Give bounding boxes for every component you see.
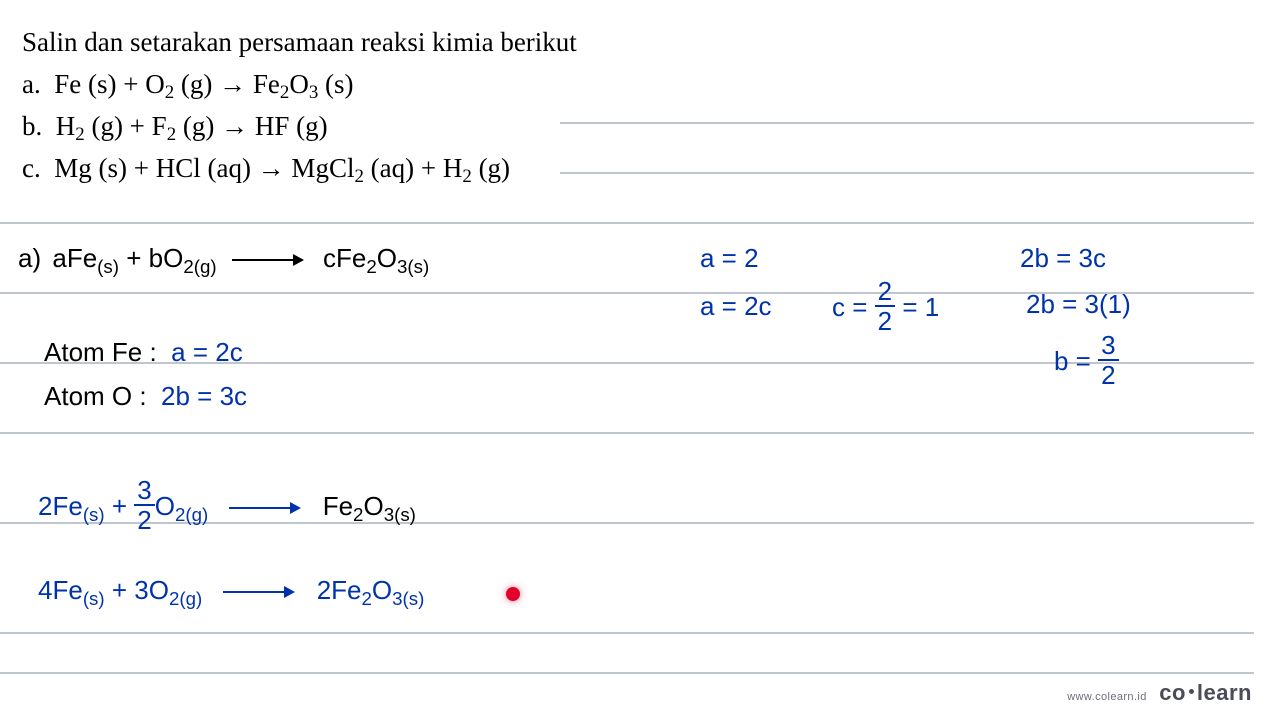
brand-logo: www.colearn.id colearn <box>1067 680 1252 706</box>
brand-url: www.colearn.id <box>1067 691 1147 703</box>
laser-pointer-icon <box>506 587 520 601</box>
balanced-eq-half: 2Fe(s) + 32O2(g) Fe2O3(s) <box>38 480 416 536</box>
atom-fe-line: Atom Fe : a = 2c <box>44 337 243 368</box>
solve-a-eq-2c: a = 2c <box>700 291 772 322</box>
question-block: Salin dan setarakan persamaan reaksi kim… <box>22 22 1280 189</box>
solve-a-eq-2: a = 2 <box>700 243 759 274</box>
solve-2b-3c: 2b = 3c <box>1020 243 1106 274</box>
work-area: a) aFe(s) + bO2(g) cFe2O3(s) a = 2 a = 2… <box>0 225 1280 695</box>
question-item-c: c. Mg (s) + HCl (aq) → MgCl2 (aq) + H2 (… <box>22 148 1280 190</box>
question-title: Salin dan setarakan persamaan reaksi kim… <box>22 22 1280 64</box>
atom-o-line: Atom O : 2b = 3c <box>44 381 247 412</box>
balanced-eq-final: 4Fe(s) + 3O2(g) 2Fe2O3(s) <box>38 575 424 606</box>
solve-2b-3-1: 2b = 3(1) <box>1026 289 1131 320</box>
solve-c: c = 22 = 1 <box>832 281 939 337</box>
brand-name: colearn <box>1159 680 1252 705</box>
question-item-a: a. Fe (s) + O2 (g) → Fe2O3 (s) <box>22 64 1280 106</box>
work-label-a: a) aFe(s) + bO2(g) cFe2O3(s) <box>18 243 429 274</box>
solve-b-3-2: b = 32 <box>1054 335 1119 391</box>
question-item-b: b. H2 (g) + F2 (g) → HF (g) <box>22 106 1280 148</box>
